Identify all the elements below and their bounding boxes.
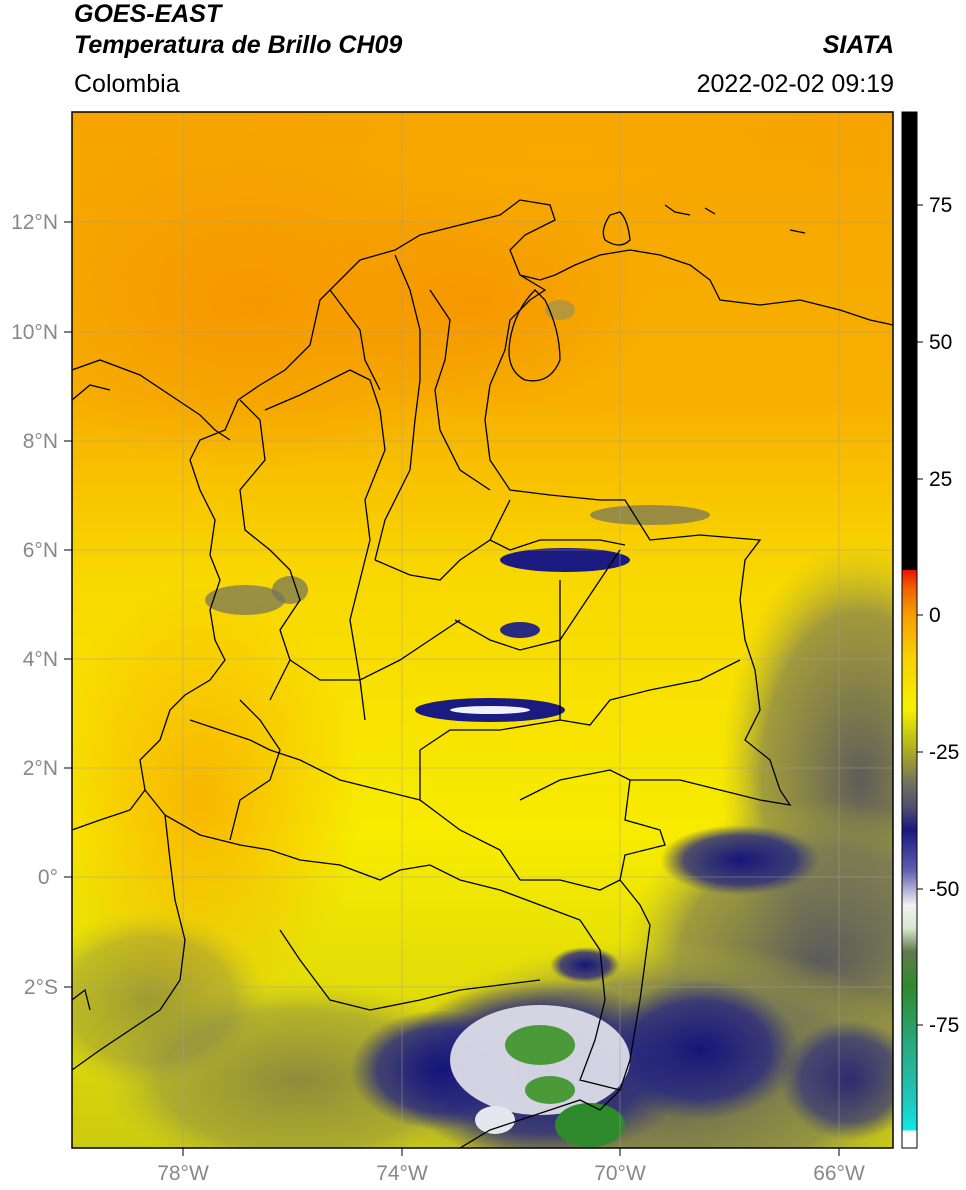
lat-tick-label: 2°N xyxy=(23,757,58,780)
lat-tick-label: 0° xyxy=(38,866,58,889)
lon-tick-label: 70°W xyxy=(594,1162,646,1185)
lon-tick-label: 78°W xyxy=(157,1162,209,1185)
lat-tick-label: 4°N xyxy=(23,648,58,671)
colorbar-tick-label: -25 xyxy=(929,741,959,764)
colorbar-tick-label: -50 xyxy=(929,878,959,901)
lon-tick-label: 66°W xyxy=(813,1162,865,1185)
colorbar-tick-label: 25 xyxy=(929,468,952,491)
lon-tick-label: 74°W xyxy=(376,1162,428,1185)
colorbar-tick-label: 50 xyxy=(929,331,952,354)
colorbar-gradient xyxy=(902,570,917,1148)
title-satellite: GOES-EAST xyxy=(74,0,222,28)
colorbar-frame xyxy=(901,111,918,1149)
title-datetime: 2022-02-02 09:19 xyxy=(696,70,894,98)
colorbar: 75 50 25 0 -25 -50 -75 xyxy=(901,111,959,1149)
lat-tick-label: 2°S xyxy=(24,976,58,999)
colombia-boundaries xyxy=(72,199,893,1148)
colorbar-tick-label: -75 xyxy=(929,1014,959,1037)
title-product: Temperatura de Brillo CH09 xyxy=(74,31,403,59)
colorbar-black-segment xyxy=(902,112,917,570)
colorbar-tick-label: 0 xyxy=(929,604,941,627)
axis-ticks xyxy=(64,221,840,1156)
title-source: SIATA xyxy=(822,31,894,59)
lat-tick-label: 6°N xyxy=(23,539,58,562)
lat-tick-label: 8°N xyxy=(23,430,58,453)
brightness-temperature-field xyxy=(72,112,893,1148)
title-region: Colombia xyxy=(74,70,180,98)
lat-tick-label: 12°N xyxy=(11,211,58,234)
colorbar-tick-label: 75 xyxy=(929,194,952,217)
graticule xyxy=(72,112,893,1148)
lat-tick-label: 10°N xyxy=(11,321,58,344)
map-frame xyxy=(71,111,894,1149)
